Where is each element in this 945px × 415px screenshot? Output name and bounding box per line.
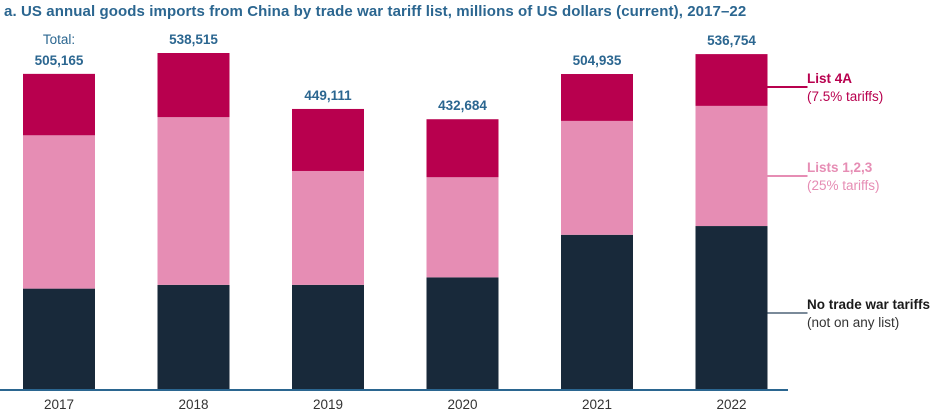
total-label-2022: 536,754 bbox=[707, 33, 756, 48]
bar-2018-lists-1-2-3 bbox=[157, 117, 230, 285]
bar-2021-list-4a bbox=[561, 74, 633, 121]
total-label-2019: 449,111 bbox=[304, 88, 352, 103]
legend-desc-no-trade-war-tariffs: (not on any list) bbox=[807, 315, 899, 330]
x-tick-2022: 2022 bbox=[716, 397, 746, 412]
x-tick-2017: 2017 bbox=[44, 397, 74, 412]
total-labels: 505,165 Total: 538,515 449,111 432,684 504,93… bbox=[35, 32, 757, 113]
total-label-2018: 538,515 bbox=[169, 32, 218, 47]
bar-2022-list-4a bbox=[695, 54, 768, 106]
bar-2018-list-4a bbox=[157, 53, 230, 118]
legend-desc-lists-1-2-3: (25% tariffs) bbox=[807, 178, 880, 193]
bar-2021-no-trade-war-tariffs bbox=[561, 234, 633, 390]
x-tick-2021: 2021 bbox=[582, 397, 612, 412]
x-tick-2019: 2019 bbox=[313, 397, 343, 412]
bar-2022-lists-1-2-3 bbox=[695, 105, 768, 227]
bar-2017-list-4a bbox=[23, 73, 95, 136]
total-label-2021: 504,935 bbox=[573, 53, 622, 68]
legend-label-no-trade-war-tariffs: No trade war tariffs bbox=[807, 297, 930, 312]
total-label-2020: 432,684 bbox=[438, 98, 487, 113]
tick-labels: 2017 2018 2019 2020 2021 2022 bbox=[44, 397, 747, 412]
bar-2020-list-4a bbox=[426, 119, 499, 178]
bars-layer bbox=[23, 53, 768, 390]
total-label-2017: 505,165 bbox=[35, 53, 84, 68]
bar-2022-no-trade-war-tariffs bbox=[695, 226, 768, 390]
bar-2020-lists-1-2-3 bbox=[426, 177, 499, 278]
totals-caption: Total: bbox=[43, 32, 75, 47]
legend-desc-list-4a: (7.5% tariffs) bbox=[807, 89, 883, 104]
legend: No trade war tariffs (not on any list) Lis… bbox=[767, 71, 930, 330]
x-tick-2018: 2018 bbox=[178, 397, 208, 412]
bar-2017-lists-1-2-3 bbox=[23, 135, 95, 289]
bar-2019-no-trade-war-tariffs bbox=[292, 284, 364, 390]
legend-label-list-4a: List 4A bbox=[807, 71, 852, 86]
bar-2019-list-4a bbox=[292, 108, 364, 171]
bar-2017-no-trade-war-tariffs bbox=[23, 288, 95, 390]
bar-2020-no-trade-war-tariffs bbox=[426, 277, 499, 390]
bar-2018-no-trade-war-tariffs bbox=[157, 284, 230, 390]
chart-title: a. US annual goods imports from China by… bbox=[4, 3, 747, 20]
bar-2019-lists-1-2-3 bbox=[292, 170, 364, 285]
x-tick-2020: 2020 bbox=[447, 397, 477, 412]
bar-2021-lists-1-2-3 bbox=[561, 120, 633, 235]
legend-label-lists-1-2-3: Lists 1,2,3 bbox=[807, 160, 873, 175]
